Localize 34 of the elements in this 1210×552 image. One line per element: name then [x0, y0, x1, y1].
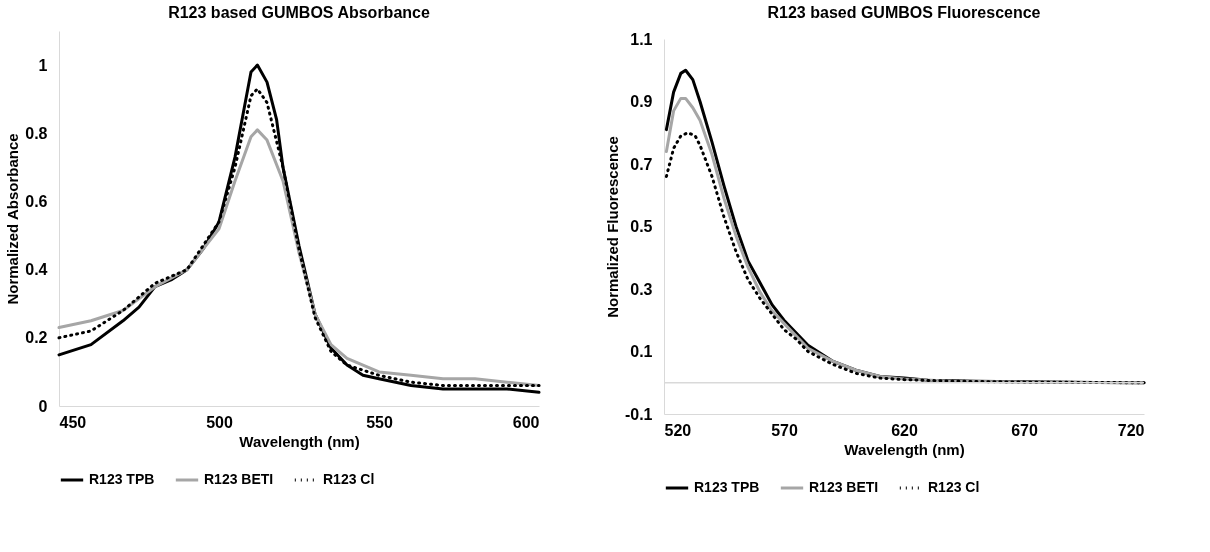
x-tick-label: 670 [1011, 421, 1038, 439]
legend-label: R123 TPB [89, 471, 155, 487]
x-tick-label: 720 [1117, 421, 1145, 439]
legend-label: R123 TPB [694, 479, 760, 495]
y-tick-label: 0 [38, 397, 48, 415]
y-tick-label: 0.5 [630, 218, 653, 235]
y-tick-label: 0.9 [630, 93, 653, 110]
y-tick-label: 0.7 [630, 155, 653, 173]
x-tick-label: 450 [59, 413, 87, 431]
x-axis-title: Wavelength (nm) [239, 432, 360, 450]
y-tick-label: 1 [38, 56, 48, 74]
x-tick-label: 570 [771, 421, 798, 439]
legend-label: R123 Cl [928, 479, 980, 495]
y-tick-label: -0.1 [624, 405, 653, 423]
x-tick-label: 500 [206, 413, 233, 431]
x-tick-label: 600 [512, 413, 540, 431]
y-axis-title: Normalized Absorbance [4, 133, 22, 305]
legend-label: R123 BETI [204, 471, 274, 487]
legend-label: R123 Cl [323, 471, 375, 487]
chart-title: R123 based GUMBOS Absorbance [168, 4, 430, 21]
y-tick-label: 0.8 [25, 124, 48, 142]
y-tick-label: 1.1 [630, 30, 653, 48]
y-tick-label: 0.6 [25, 192, 48, 210]
x-tick-label: 550 [366, 413, 393, 431]
y-axis-title: Normalized Fluorescence [603, 136, 621, 318]
x-tick-label: 620 [891, 421, 918, 439]
legend-label: R123 BETI [809, 479, 879, 495]
y-tick-label: 0.3 [630, 280, 653, 298]
chart-title: R123 based GUMBOS Fluorescence [767, 4, 1041, 21]
y-tick-label: 0.2 [25, 329, 48, 347]
x-axis-title: Wavelength (nm) [844, 440, 965, 458]
y-tick-label: 0.4 [25, 261, 48, 279]
x-tick-label: 520 [664, 421, 692, 439]
y-tick-label: 0.1 [630, 343, 653, 360]
